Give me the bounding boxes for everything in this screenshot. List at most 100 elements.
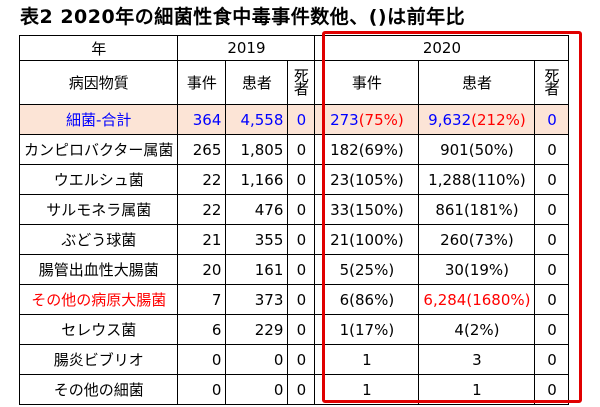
cases-2020: 1 xyxy=(314,344,420,375)
deaths-2019: 0 xyxy=(287,374,316,405)
patients-2020: 6,284(1680%) xyxy=(418,284,536,315)
deaths-2020: 0 xyxy=(534,104,570,135)
patients-2020: 260(73%) xyxy=(418,224,536,255)
cases-2020: 182(69%) xyxy=(314,134,420,165)
patients-2019-header: 患者 xyxy=(225,60,289,105)
patients-2019: 4,558 xyxy=(225,104,289,135)
row-name: その他の細菌 xyxy=(18,374,179,405)
patients-2020: 1 xyxy=(418,374,536,405)
deaths-2020: 0 xyxy=(534,254,570,285)
table-row-total: 細菌-合計 364 4,558 0 273(75%) 9,632(212%) 0 xyxy=(18,104,570,135)
patients-2020: 1,288(110%) xyxy=(418,164,536,195)
cases-2019: 22 xyxy=(177,194,227,225)
patients-2020: 3 xyxy=(418,344,536,375)
deaths-2019: 0 xyxy=(287,254,316,285)
cases-2020: 1(17%) xyxy=(314,314,420,345)
cases-2019: 21 xyxy=(177,224,227,255)
deaths-2019: 0 xyxy=(287,134,316,165)
patients-2020: 901(50%) xyxy=(418,134,536,165)
row-name: 腸炎ビブリオ xyxy=(18,344,179,375)
table-row: サルモネラ属菌 22 476 0 33(150%) 861(181%) 0 xyxy=(18,194,570,225)
deaths-2020: 0 xyxy=(534,284,570,315)
deaths-header-line2: 者 xyxy=(293,79,309,98)
cases-2019: 0 xyxy=(177,344,227,375)
cases-2020: 5(25%) xyxy=(314,254,420,285)
patients-2019: 0 xyxy=(225,344,289,375)
row-name: カンピロバクター属菌 xyxy=(18,134,179,165)
patients-2019: 0 xyxy=(225,374,289,405)
patients-2019: 476 xyxy=(225,194,289,225)
deaths-2019: 0 xyxy=(287,104,316,135)
year-2019-header: 2019 xyxy=(177,35,316,61)
deaths-2020: 0 xyxy=(534,134,570,165)
cases-2019: 0 xyxy=(177,374,227,405)
patients-2019: 1,805 xyxy=(225,134,289,165)
deaths-2020: 0 xyxy=(534,344,570,375)
deaths-2019: 0 xyxy=(287,314,316,345)
patients-2020-header: 患者 xyxy=(418,60,536,105)
deaths-header-line1: 死 xyxy=(293,66,309,85)
table-row: 腸管出血性大腸菌 20 161 0 5(25%) 30(19%) 0 xyxy=(18,254,570,285)
cases-2020-ratio: (75%) xyxy=(358,110,404,129)
cases-2020-value: 273 xyxy=(330,110,359,129)
deaths-header-line1: 死 xyxy=(544,66,560,85)
deaths-2020: 0 xyxy=(534,314,570,345)
row-name: 腸管出血性大腸菌 xyxy=(18,254,179,285)
cases-2019: 6 xyxy=(177,314,227,345)
deaths-2019-header: 死者 xyxy=(287,60,316,105)
header-row-columns: 病因物質 事件 患者 死者 事件 患者 死者 xyxy=(18,60,570,105)
deaths-2020: 0 xyxy=(534,194,570,225)
deaths-2020: 0 xyxy=(534,164,570,195)
patients-2019: 373 xyxy=(225,284,289,315)
patients-2020: 30(19%) xyxy=(418,254,536,285)
cases-2019-header: 事件 xyxy=(177,60,227,105)
deaths-2020: 0 xyxy=(534,374,570,405)
table-row: ウエルシュ菌 22 1,166 0 23(105%) 1,288(110%) 0 xyxy=(18,164,570,195)
table-row: その他の細菌 0 0 0 1 1 0 xyxy=(18,374,570,405)
table-row: カンピロバクター属菌 265 1,805 0 182(69%) 901(50%)… xyxy=(18,134,570,165)
row-name: 細菌-合計 xyxy=(18,104,179,135)
deaths-2019: 0 xyxy=(287,194,316,225)
deaths-header-line2: 者 xyxy=(544,79,560,98)
cases-2020: 33(150%) xyxy=(314,194,420,225)
row-name: ウエルシュ菌 xyxy=(18,164,179,195)
deaths-2020: 0 xyxy=(534,224,570,255)
patients-2020: 9,632(212%) xyxy=(418,104,536,135)
patients-2020: 861(181%) xyxy=(418,194,536,225)
cases-2020: 273(75%) xyxy=(314,104,420,135)
cases-2019: 7 xyxy=(177,284,227,315)
table-title: 表2 2020年の細菌性食中毒事件数他、()は前年比 xyxy=(20,6,466,28)
cases-2019: 364 xyxy=(177,104,227,135)
deaths-2019: 0 xyxy=(287,284,316,315)
food-poisoning-table: 年 2019 2020 病因物質 事件 患者 死者 事件 患者 死者 細菌-合計… xyxy=(18,35,570,405)
table-row: その他の病原大腸菌 7 373 0 6(86%) 6,284(1680%) 0 xyxy=(18,284,570,315)
table-row: セレウス菌 6 229 0 1(17%) 4(2%) 0 xyxy=(18,314,570,345)
patients-2019: 355 xyxy=(225,224,289,255)
agent-header: 病因物質 xyxy=(18,60,179,105)
patients-2020-ratio: (212%) xyxy=(471,110,526,129)
cases-2020-header: 事件 xyxy=(314,60,420,105)
cases-2019: 22 xyxy=(177,164,227,195)
row-name: セレウス菌 xyxy=(18,314,179,345)
table-row: ぶどう球菌 21 355 0 21(100%) 260(73%) 0 xyxy=(18,224,570,255)
header-row-year: 年 2019 2020 xyxy=(18,35,570,61)
deaths-2020-header: 死者 xyxy=(534,60,570,105)
deaths-2019: 0 xyxy=(287,224,316,255)
cases-2019: 20 xyxy=(177,254,227,285)
year-2020-header: 2020 xyxy=(314,35,570,61)
cases-2020: 6(86%) xyxy=(314,284,420,315)
row-name: その他の病原大腸菌 xyxy=(18,284,179,315)
cases-2020: 1 xyxy=(314,374,420,405)
deaths-2019: 0 xyxy=(287,344,316,375)
patients-2019: 229 xyxy=(225,314,289,345)
cases-2020: 23(105%) xyxy=(314,164,420,195)
row-name: ぶどう球菌 xyxy=(18,224,179,255)
cases-2019: 265 xyxy=(177,134,227,165)
deaths-2019: 0 xyxy=(287,164,316,195)
patients-2020-value: 9,632 xyxy=(428,110,472,129)
row-name: サルモネラ属菌 xyxy=(18,194,179,225)
cases-2020: 21(100%) xyxy=(314,224,420,255)
patients-2019: 161 xyxy=(225,254,289,285)
year-header: 年 xyxy=(18,35,179,61)
table-row: 腸炎ビブリオ 0 0 0 1 3 0 xyxy=(18,344,570,375)
